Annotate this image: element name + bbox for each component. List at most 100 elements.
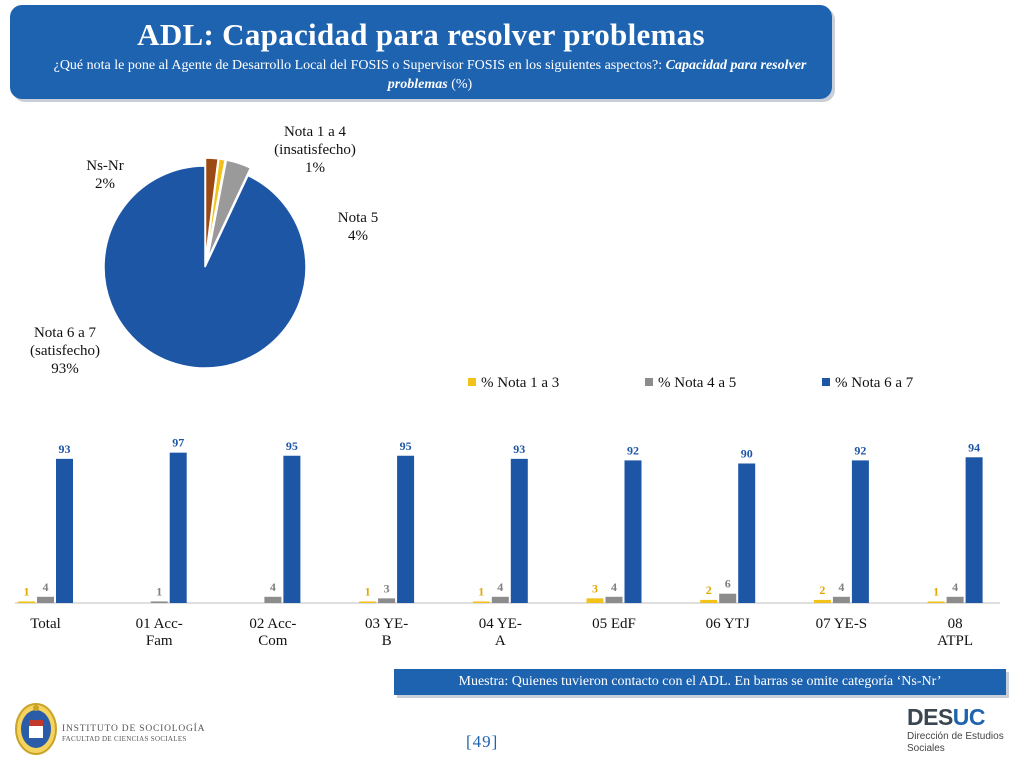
bar-value-label: 1	[365, 584, 371, 598]
category-label: 04 YE-	[479, 616, 522, 632]
bar	[719, 593, 737, 603]
category-label: B	[382, 633, 392, 649]
bar	[150, 601, 168, 603]
question-unit: (%)	[451, 77, 473, 92]
bar	[946, 596, 964, 603]
bar-value-label: 2	[819, 583, 825, 597]
bar-value-label: 92	[627, 443, 639, 457]
desuc-brand-a: DES	[907, 704, 953, 730]
bar-value-label: 94	[968, 440, 980, 454]
desuc-subtitle-1: Dirección de Estudios	[907, 731, 1004, 742]
bar	[738, 463, 756, 603]
bar-value-label: 4	[611, 580, 617, 594]
bar-value-label: 90	[741, 447, 753, 461]
question-text: ¿Qué nota le pone al Agente de Desarroll…	[10, 53, 832, 94]
bar-value-label: 1	[156, 584, 162, 598]
bar	[491, 596, 509, 603]
category-label: 05 EdF	[592, 616, 636, 632]
sample-note: Muestra: Quienes tuvieron contacto con e…	[394, 669, 1006, 695]
category-label: A	[495, 633, 506, 649]
bar	[586, 598, 604, 603]
bar-value-label: 95	[286, 439, 298, 453]
bar-value-label: 4	[270, 580, 276, 594]
legend-swatch	[822, 378, 830, 386]
bar-value-label: 3	[384, 581, 390, 595]
desuc-subtitle-2: Sociales	[907, 743, 945, 754]
bar-value-label: 4	[838, 580, 844, 594]
pie-category-label: Ns-Nr	[86, 158, 124, 174]
pie-category-label: (satisfecho)	[30, 343, 100, 359]
bar	[18, 601, 35, 603]
bar	[927, 601, 945, 603]
pie-category-label: Nota 6 a 7	[34, 325, 97, 341]
bar	[264, 596, 282, 603]
question-body: ¿Qué nota le pone al Agente de Desarroll…	[53, 58, 663, 73]
bar	[378, 598, 396, 603]
bar-value-label: 93	[513, 442, 525, 456]
legend-label: % Nota 1 a 3	[481, 375, 559, 391]
bar	[851, 460, 869, 603]
bar	[832, 596, 850, 603]
bar-value-label: 1	[478, 584, 484, 598]
desuc-logo: DESUC Dirección de Estudios Sociales	[907, 704, 1004, 755]
bar	[813, 599, 831, 603]
pie-slice	[103, 165, 307, 369]
bar	[624, 460, 642, 603]
page-number: [49]	[466, 732, 499, 751]
pie-value-label: 4%	[348, 228, 368, 244]
category-label: 08	[948, 616, 963, 632]
legend-label: % Nota 4 a 5	[658, 375, 736, 391]
pie-value-label: 2%	[95, 176, 115, 192]
legend-swatch	[468, 378, 476, 386]
pie-chart: Ns-Nr 2% Nota 1 a 4 (insatisfecho) 1% Nota 5 4…	[30, 124, 378, 377]
category-label: Fam	[146, 633, 173, 649]
pie-value-label: 93%	[51, 361, 79, 377]
bar-value-label: 4	[43, 580, 49, 594]
category-label: 03 YE-	[365, 616, 408, 632]
pie-category-label: Nota 1 a 4	[284, 124, 347, 140]
pie-slice	[204, 157, 219, 260]
category-label: 07 YE-S	[816, 616, 868, 632]
bar-value-label: 4	[497, 580, 503, 594]
bar	[605, 596, 623, 603]
category-label: 02 Acc-	[249, 616, 296, 632]
pie-category-label: Nota 5	[338, 210, 378, 226]
legend-label: % Nota 6 a 7	[835, 375, 914, 391]
bar-value-label: 3	[592, 581, 598, 595]
bar	[56, 458, 73, 603]
university-seal-logo	[15, 703, 57, 755]
bar	[359, 601, 377, 603]
bar-value-label: 4	[952, 580, 958, 594]
bar-value-label: 95	[400, 439, 412, 453]
bar-value-label: 97	[172, 436, 184, 450]
bar-value-label: 1	[24, 584, 30, 598]
bar	[965, 457, 983, 603]
institute-line2: FACULTAD DE CIENCIAS SOCIALES	[62, 735, 187, 743]
bar	[37, 596, 54, 603]
pie-slice	[206, 159, 252, 260]
slide-title: ADL: Capacidad para resolver problemas	[137, 17, 705, 52]
category-label: ATPL	[937, 633, 973, 649]
bar-value-label: 93	[59, 442, 71, 456]
bar	[700, 599, 718, 603]
pie-category-label: (insatisfecho)	[274, 142, 356, 158]
bar	[397, 455, 415, 603]
category-label: Total	[30, 616, 61, 632]
legend-swatch	[645, 378, 653, 386]
bar	[510, 458, 528, 603]
institute-name: INSTITUTO DE SOCIOLOGÍA FACULTAD DE CIEN…	[62, 724, 205, 743]
bar-value-label: 1	[933, 584, 939, 598]
slide-header: ADL: Capacidad para resolver problemas ¿…	[10, 5, 832, 99]
bar-value-label: 2	[706, 583, 712, 597]
category-label: Com	[258, 633, 288, 649]
question-emphasis: Capacidad para resolver problemas	[387, 58, 807, 92]
category-label: 01 Acc-	[136, 616, 183, 632]
desuc-brand-b: UC	[952, 704, 986, 730]
bar	[472, 601, 490, 603]
pie-slice	[205, 158, 227, 260]
pie-value-label: 1%	[305, 160, 325, 176]
bar-value-label: 6	[725, 577, 731, 591]
bar	[283, 455, 301, 603]
institute-line1: INSTITUTO DE SOCIOLOGÍA	[62, 724, 206, 734]
bar-value-label: 92	[854, 443, 866, 457]
